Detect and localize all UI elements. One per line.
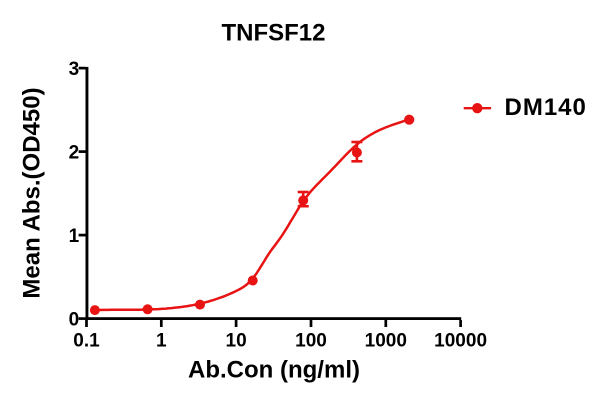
svg-text:10000: 10000 [434, 331, 487, 352]
svg-text:3: 3 [69, 59, 80, 80]
svg-text:Ab.Con (ng/ml): Ab.Con (ng/ml) [188, 357, 360, 384]
svg-text:2: 2 [69, 142, 80, 163]
svg-text:0: 0 [69, 309, 80, 330]
svg-text:1: 1 [156, 331, 167, 352]
svg-text:1000: 1000 [365, 331, 407, 352]
svg-text:0.1: 0.1 [73, 331, 100, 352]
svg-text:10: 10 [226, 331, 247, 352]
svg-text:TNFSF12: TNFSF12 [221, 19, 325, 46]
svg-text:DM140: DM140 [505, 94, 587, 121]
svg-text:1: 1 [69, 226, 80, 247]
svg-text:100: 100 [295, 331, 327, 352]
svg-text:Mean Abs.(OD450): Mean Abs.(OD450) [19, 87, 46, 298]
